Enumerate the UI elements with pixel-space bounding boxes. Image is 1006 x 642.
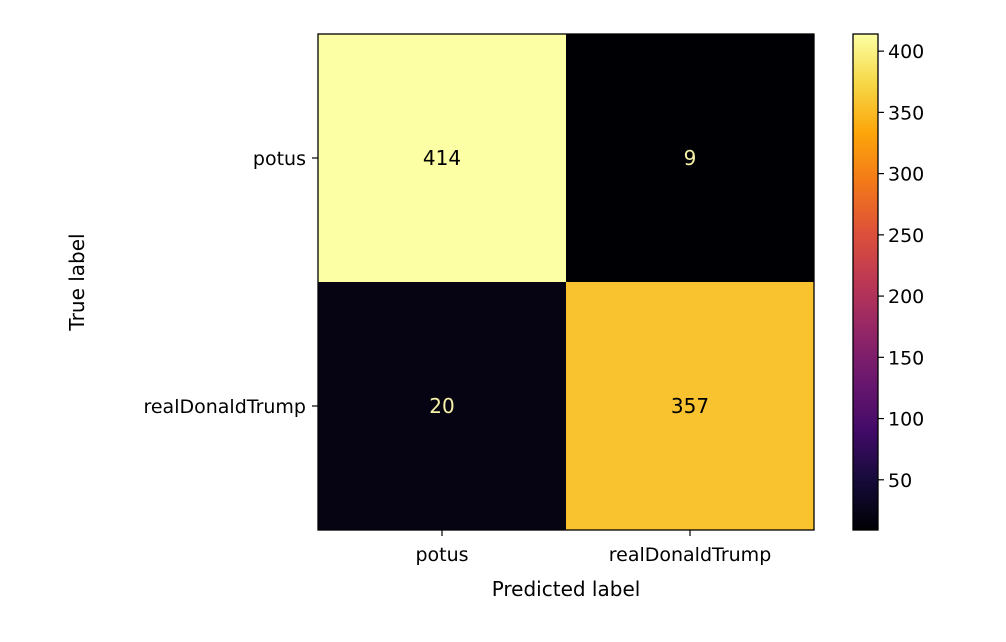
- colorbar-tick-label: 250: [888, 225, 924, 247]
- colorbar-tick-label: 350: [888, 102, 924, 124]
- heatmap-cell-labels: 414 9 20 357: [423, 146, 709, 418]
- heatmap-cell: [566, 282, 814, 530]
- y-tick-label: realDonaldTrump: [143, 396, 306, 418]
- cell-value-label: 414: [423, 146, 461, 170]
- cell-value-label: 357: [671, 394, 709, 418]
- x-axis-title: Predicted label: [492, 577, 641, 601]
- colorbar-tick-label: 50: [888, 470, 912, 492]
- colorbar-tick-label: 150: [888, 347, 924, 369]
- heatmap-frame: [317, 33, 815, 531]
- heatmap-cells: [318, 34, 814, 530]
- colorbar-tick-label: 300: [888, 164, 924, 186]
- x-tick-label: realDonaldTrump: [609, 544, 772, 566]
- y-axis-ticks: potus realDonaldTrump: [143, 148, 318, 418]
- heatmap-cell: [318, 34, 566, 282]
- colorbar: [852, 33, 879, 531]
- colorbar-tick-label: 200: [888, 286, 924, 308]
- colorbar-ticks: 50 100 150 200 250 300 350 400: [878, 41, 924, 492]
- colorbar-tick-label: 100: [888, 409, 924, 431]
- y-tick-label: potus: [253, 148, 306, 170]
- colorbar-tick-label: 400: [888, 41, 924, 63]
- heatmap-cell: [318, 282, 566, 530]
- x-tick-label: potus: [415, 544, 468, 566]
- heatmap-cell: [566, 34, 814, 282]
- cell-value-label: 20: [429, 394, 454, 418]
- cell-value-label: 9: [684, 146, 697, 170]
- x-axis-ticks: potus realDonaldTrump: [415, 530, 771, 566]
- y-axis-title: True label: [65, 233, 89, 331]
